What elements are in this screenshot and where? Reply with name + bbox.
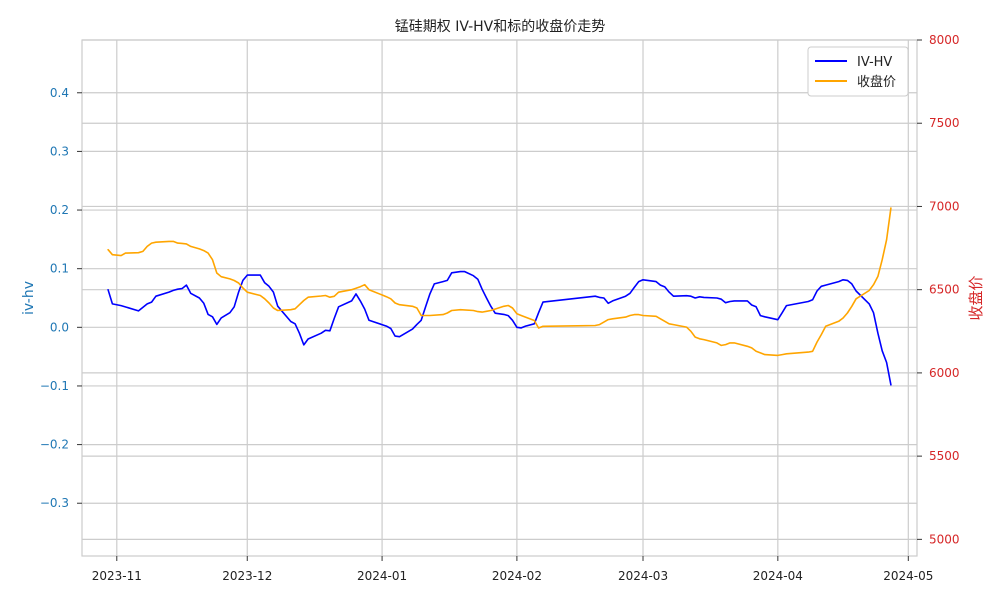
series-lines: [107, 207, 892, 386]
x-tick-label: 2024-02: [492, 569, 542, 583]
y-left-tick-label: 0.2: [50, 203, 69, 217]
legend: IV-HV 收盘价: [807, 46, 909, 97]
y-axis-right-label: 收盘价: [967, 275, 985, 320]
y-axis-left-label: iv-hv: [21, 281, 37, 315]
y-right-tick-label: 8000: [929, 33, 960, 47]
series-line-iv-hv: [107, 270, 892, 386]
y-axis-right: 5000 5500 6000 6500 7000 7500 8000: [917, 33, 960, 546]
y-left-tick-label: −0.3: [40, 496, 69, 510]
plot-frame: [81, 39, 918, 557]
x-tick-label: 2024-04: [753, 569, 803, 583]
y-right-tick-label: 5500: [929, 449, 960, 463]
y-right-tick-label: 7500: [929, 116, 960, 130]
y-left-tick-label: 0.0: [50, 320, 69, 334]
y-left-tick-label: 0.4: [50, 86, 69, 100]
x-tick-label: 2023-12: [222, 569, 272, 583]
x-tick-label: 2024-03: [618, 569, 668, 583]
chart-title: 锰硅期权 IV-HV和标的收盘价走势: [395, 18, 606, 35]
y-right-tick-label: 6000: [929, 366, 960, 380]
y-axis-left: −0.3 −0.2 −0.1 0.0 0.1 0.2 0.3 0.4: [40, 86, 82, 510]
y-left-tick-label: 0.3: [50, 144, 69, 158]
series-line-close: [107, 207, 892, 357]
legend-label-iv-hv: IV-HV: [857, 55, 892, 70]
x-tick-label: 2023-11: [92, 569, 142, 583]
y-left-tick-label: 0.1: [50, 262, 69, 276]
y-left-tick-label: −0.1: [40, 379, 69, 393]
legend-box: [807, 46, 909, 97]
y-right-tick-label: 7000: [929, 199, 960, 213]
x-tick-label: 2024-01: [357, 569, 407, 583]
y-left-tick-label: −0.2: [40, 438, 69, 452]
y-right-tick-label: 6500: [929, 283, 960, 297]
legend-label-close: 收盘价: [857, 74, 896, 90]
x-tick-label: 2024-05: [883, 569, 933, 583]
x-axis: 2023-11 2023-12 2024-01 2024-02 2024-03 2024-…: [92, 556, 933, 583]
y-right-tick-label: 5000: [929, 532, 960, 546]
